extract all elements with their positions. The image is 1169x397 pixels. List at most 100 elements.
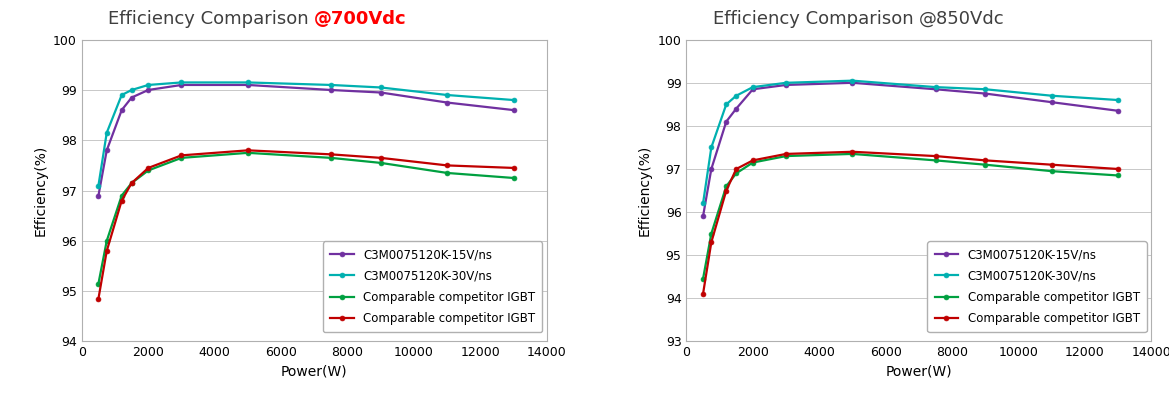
Legend: C3M0075120K-15V/ns, C3M0075120K-30V/ns, Comparable competitor IGBT, Comparable c: C3M0075120K-15V/ns, C3M0075120K-30V/ns, …	[927, 241, 1147, 332]
C3M0075120K-15V/ns	[91, 193, 105, 198]
Line: C3M0075120K-15V/ns: C3M0075120K-15V/ns	[96, 83, 516, 198]
Comparable competitor IGBT	[779, 154, 793, 158]
C3M0075120K-30V/ns	[696, 201, 710, 206]
C3M0075120K-30V/ns	[441, 93, 455, 97]
Comparable competitor IGBT	[729, 171, 743, 176]
Comparable competitor IGBT	[1112, 173, 1126, 178]
C3M0075120K-15V/ns	[141, 88, 155, 93]
C3M0075120K-30V/ns	[704, 145, 718, 150]
Comparable competitor IGBT	[91, 296, 105, 301]
Comparable competitor IGBT	[746, 158, 760, 163]
Comparable competitor IGBT	[174, 156, 188, 160]
C3M0075120K-15V/ns	[241, 83, 255, 87]
Comparable competitor IGBT	[1045, 169, 1059, 173]
C3M0075120K-30V/ns	[241, 80, 255, 85]
Comparable competitor IGBT	[506, 175, 520, 180]
C3M0075120K-30V/ns	[845, 78, 859, 83]
C3M0075120K-30V/ns	[115, 93, 129, 97]
Comparable competitor IGBT	[696, 292, 710, 297]
Comparable competitor IGBT	[746, 160, 760, 165]
Comparable competitor IGBT	[99, 239, 113, 243]
Text: Efficiency Comparison: Efficiency Comparison	[713, 10, 919, 28]
C3M0075120K-15V/ns	[174, 83, 188, 87]
C3M0075120K-15V/ns	[845, 81, 859, 85]
Comparable competitor IGBT	[115, 198, 129, 203]
C3M0075120K-30V/ns	[374, 85, 388, 90]
C3M0075120K-15V/ns	[719, 119, 733, 124]
Comparable competitor IGBT	[506, 166, 520, 170]
Y-axis label: Efficiency(%): Efficiency(%)	[34, 145, 48, 236]
C3M0075120K-15V/ns	[506, 108, 520, 112]
C3M0075120K-15V/ns	[99, 148, 113, 153]
C3M0075120K-30V/ns	[99, 130, 113, 135]
C3M0075120K-15V/ns	[729, 106, 743, 111]
Comparable competitor IGBT	[719, 188, 733, 193]
C3M0075120K-15V/ns	[746, 87, 760, 92]
Comparable competitor IGBT	[1112, 167, 1126, 172]
C3M0075120K-30V/ns	[141, 83, 155, 87]
Line: C3M0075120K-30V/ns: C3M0075120K-30V/ns	[96, 80, 516, 188]
Legend: C3M0075120K-15V/ns, C3M0075120K-30V/ns, Comparable competitor IGBT, Comparable c: C3M0075120K-15V/ns, C3M0075120K-30V/ns, …	[323, 241, 542, 332]
C3M0075120K-15V/ns	[125, 95, 139, 100]
C3M0075120K-30V/ns	[1112, 98, 1126, 102]
Comparable competitor IGBT	[324, 156, 338, 160]
Comparable competitor IGBT	[99, 249, 113, 253]
C3M0075120K-15V/ns	[1045, 100, 1059, 104]
Comparable competitor IGBT	[374, 156, 388, 160]
C3M0075120K-30V/ns	[506, 98, 520, 102]
Comparable competitor IGBT	[241, 148, 255, 153]
C3M0075120K-15V/ns	[704, 167, 718, 172]
C3M0075120K-30V/ns	[125, 88, 139, 93]
Line: Comparable competitor IGBT: Comparable competitor IGBT	[96, 148, 516, 301]
C3M0075120K-15V/ns	[441, 100, 455, 105]
Comparable competitor IGBT	[696, 277, 710, 281]
Comparable competitor IGBT	[1045, 162, 1059, 167]
C3M0075120K-15V/ns	[324, 88, 338, 93]
Comparable competitor IGBT	[704, 240, 718, 245]
Line: Comparable competitor IGBT: Comparable competitor IGBT	[700, 152, 1121, 281]
Line: Comparable competitor IGBT: Comparable competitor IGBT	[96, 150, 516, 286]
Comparable competitor IGBT	[125, 181, 139, 185]
Comparable competitor IGBT	[704, 231, 718, 236]
Comparable competitor IGBT	[141, 166, 155, 170]
C3M0075120K-30V/ns	[978, 87, 992, 92]
C3M0075120K-15V/ns	[115, 108, 129, 112]
C3M0075120K-30V/ns	[729, 93, 743, 98]
C3M0075120K-15V/ns	[779, 83, 793, 87]
Text: @700Vdc: @700Vdc	[314, 10, 407, 28]
C3M0075120K-30V/ns	[1045, 93, 1059, 98]
C3M0075120K-15V/ns	[374, 90, 388, 95]
C3M0075120K-30V/ns	[324, 83, 338, 87]
Line: C3M0075120K-15V/ns: C3M0075120K-15V/ns	[700, 80, 1121, 219]
C3M0075120K-15V/ns	[978, 91, 992, 96]
Comparable competitor IGBT	[928, 158, 942, 163]
Line: Comparable competitor IGBT: Comparable competitor IGBT	[700, 149, 1121, 297]
Comparable competitor IGBT	[729, 167, 743, 172]
Comparable competitor IGBT	[125, 181, 139, 185]
Comparable competitor IGBT	[374, 160, 388, 165]
Comparable competitor IGBT	[241, 150, 255, 155]
Line: C3M0075120K-30V/ns: C3M0075120K-30V/ns	[700, 78, 1121, 206]
C3M0075120K-30V/ns	[719, 102, 733, 107]
X-axis label: Power(W): Power(W)	[886, 365, 953, 379]
Comparable competitor IGBT	[845, 152, 859, 156]
Comparable competitor IGBT	[441, 163, 455, 168]
Comparable competitor IGBT	[779, 152, 793, 156]
C3M0075120K-30V/ns	[746, 85, 760, 89]
C3M0075120K-30V/ns	[928, 85, 942, 89]
C3M0075120K-30V/ns	[91, 183, 105, 188]
Y-axis label: Efficiency(%): Efficiency(%)	[638, 145, 652, 236]
Text: Efficiency Comparison: Efficiency Comparison	[108, 10, 314, 28]
Comparable competitor IGBT	[978, 162, 992, 167]
Comparable competitor IGBT	[928, 154, 942, 158]
Text: @850Vdc: @850Vdc	[919, 10, 1004, 28]
X-axis label: Power(W): Power(W)	[281, 365, 347, 379]
C3M0075120K-15V/ns	[696, 214, 710, 219]
Comparable competitor IGBT	[141, 168, 155, 173]
Comparable competitor IGBT	[978, 158, 992, 163]
C3M0075120K-30V/ns	[174, 80, 188, 85]
C3M0075120K-15V/ns	[1112, 108, 1126, 113]
Comparable competitor IGBT	[91, 281, 105, 286]
Comparable competitor IGBT	[115, 193, 129, 198]
Comparable competitor IGBT	[324, 152, 338, 157]
